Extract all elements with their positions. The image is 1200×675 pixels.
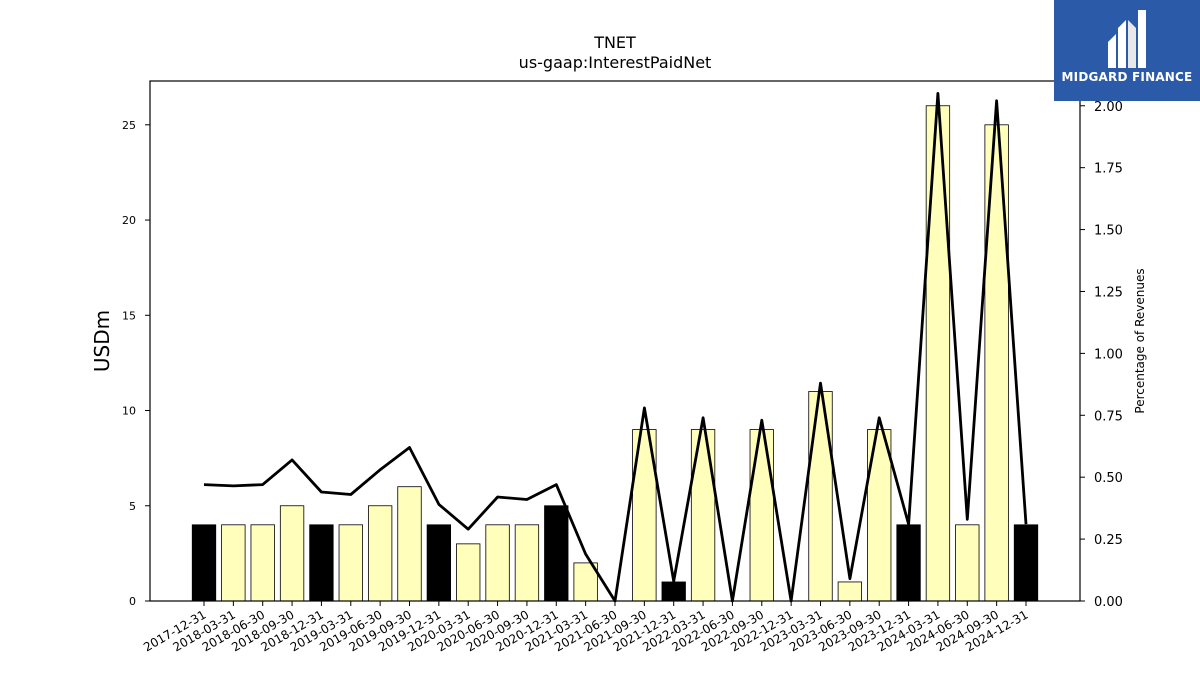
bar-2020-03-31 xyxy=(456,543,481,602)
chart-subtitle: us-gaap:InterestPaidNet xyxy=(519,53,712,72)
bar-2023-12-31 xyxy=(896,524,921,602)
bar-2024-06-30 xyxy=(955,524,980,602)
bar-2020-12-31 xyxy=(544,505,569,602)
y2-axis-label: Percentage of Revenues xyxy=(1133,268,1147,413)
bar-2019-06-30 xyxy=(367,505,393,602)
y-axis-right: 0.00 0.25 0.50 0.75 1.00 1.25 1.50 1.75 2.00 xyxy=(1080,100,1123,610)
bar-2021-12-31 xyxy=(661,581,686,602)
bar-2017-12-31 xyxy=(191,524,217,602)
y2-tick-label: 0.25 xyxy=(1094,533,1123,548)
bar-2018-12-31 xyxy=(309,524,334,602)
bar-2018-03-31 xyxy=(221,524,246,602)
y-tick-label: 25 xyxy=(122,119,136,132)
bar-2023-06-30 xyxy=(837,581,863,602)
bar-2020-09-30 xyxy=(514,524,540,602)
y-axis-label: USDm xyxy=(90,310,114,372)
bar-2018-06-30 xyxy=(250,524,275,602)
y-tick-label: 15 xyxy=(122,309,136,322)
y2-tick-label: 2.00 xyxy=(1094,100,1123,115)
x-axis: 2017-12-312018-03-312018-06-302018-09-30… xyxy=(141,601,1031,654)
y2-tick-label: 1.50 xyxy=(1094,224,1123,239)
y-axis-left: 0 5 10 15 20 25 xyxy=(122,119,150,608)
bar-2019-09-30 xyxy=(397,486,422,602)
chart-title: TNET xyxy=(593,33,636,52)
bar-2023-03-31 xyxy=(808,391,833,602)
bar-2024-12-31 xyxy=(1013,524,1039,602)
bars-group xyxy=(191,105,1039,602)
bar-2019-03-31 xyxy=(338,524,363,602)
y-tick-label: 20 xyxy=(122,214,136,227)
y2-tick-label: 1.75 xyxy=(1094,162,1123,177)
bar-2024-09-30 xyxy=(984,124,1009,602)
y2-tick-label: 1.00 xyxy=(1094,347,1123,362)
y-tick-label: 10 xyxy=(122,405,136,418)
y-tick-label: 5 xyxy=(129,500,136,513)
y2-tick-label: 0.75 xyxy=(1094,409,1123,424)
y-tick-label: 0 xyxy=(129,595,136,608)
bar-2022-09-30 xyxy=(749,429,774,602)
bar-2019-12-31 xyxy=(426,524,452,602)
bar-2018-09-30 xyxy=(279,505,305,602)
y2-tick-label: 0.00 xyxy=(1094,595,1123,610)
logo-text: MIDGARD FINANCE xyxy=(1061,70,1193,84)
bar-2024-03-31 xyxy=(925,105,951,602)
brand-logo: MIDGARD FINANCE xyxy=(1054,0,1200,101)
bar-2020-06-30 xyxy=(485,524,510,602)
logo-mark-icon xyxy=(1108,10,1146,68)
y2-tick-label: 1.25 xyxy=(1094,285,1123,300)
y2-tick-label: 0.50 xyxy=(1094,471,1123,486)
bar-2022-03-31 xyxy=(690,429,716,602)
